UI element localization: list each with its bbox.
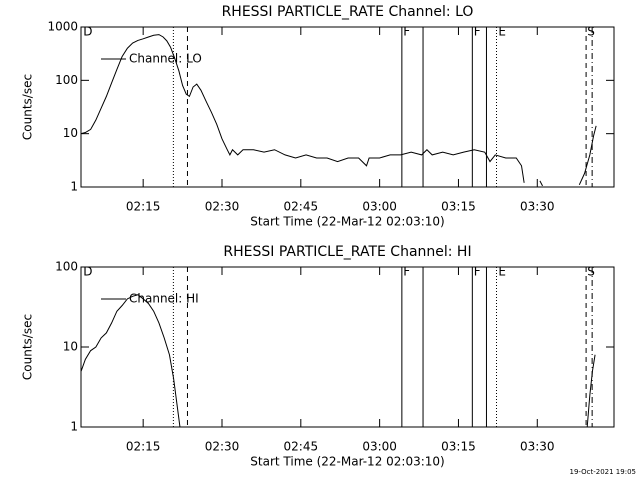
x-tick-label: 03:00 bbox=[362, 440, 397, 454]
event-label: S bbox=[587, 25, 595, 39]
series-line bbox=[81, 294, 596, 427]
y-axis-label: Counts/sec bbox=[21, 314, 35, 380]
x-tick-label: 02:15 bbox=[126, 200, 161, 214]
event-label: F bbox=[474, 265, 481, 279]
y-tick-label: 10 bbox=[63, 126, 78, 140]
x-axis-label: Start Time (22-Mar-12 02:03:10) bbox=[250, 215, 444, 229]
event-label: D bbox=[83, 25, 92, 39]
legend-label: Channel: LO bbox=[129, 52, 202, 66]
x-tick-label: 02:45 bbox=[284, 440, 319, 454]
event-label: E bbox=[498, 25, 506, 39]
x-tick-label: 03:00 bbox=[362, 200, 397, 214]
y-tick-label: 1 bbox=[70, 420, 78, 434]
y-tick-label: 100 bbox=[55, 260, 78, 274]
event-label: E bbox=[498, 265, 506, 279]
x-tick-label: 03:30 bbox=[520, 440, 555, 454]
x-tick-label: 02:30 bbox=[205, 440, 240, 454]
chart-title: RHESSI PARTICLE_RATE Channel: HI bbox=[223, 244, 471, 260]
legend-label: Channel: HI bbox=[129, 292, 199, 306]
event-label: F bbox=[403, 265, 410, 279]
y-tick-label: 100 bbox=[55, 73, 78, 87]
event-label: S bbox=[587, 265, 595, 279]
y-tick-label: 1 bbox=[70, 180, 78, 194]
x-axis-label: Start Time (22-Mar-12 02:03:10) bbox=[250, 455, 444, 469]
event-label: D bbox=[83, 265, 92, 279]
x-tick-label: 02:15 bbox=[126, 440, 161, 454]
x-tick-label: 03:15 bbox=[441, 440, 476, 454]
event-label: F bbox=[474, 25, 481, 39]
chart-title: RHESSI PARTICLE_RATE Channel: LO bbox=[222, 4, 474, 20]
x-tick-label: 03:30 bbox=[520, 200, 555, 214]
y-tick-label: 1000 bbox=[47, 20, 78, 34]
y-axis-label: Counts/sec bbox=[21, 74, 35, 140]
x-tick-label: 03:15 bbox=[441, 200, 476, 214]
event-label: F bbox=[403, 25, 410, 39]
y-tick-label: 10 bbox=[63, 340, 78, 354]
footer: 19-Oct-2021 19:05 bbox=[570, 468, 636, 476]
series-line bbox=[81, 34, 597, 187]
plot-frame bbox=[80, 26, 615, 188]
x-tick-label: 02:45 bbox=[284, 200, 319, 214]
x-tick-label: 02:30 bbox=[205, 200, 240, 214]
